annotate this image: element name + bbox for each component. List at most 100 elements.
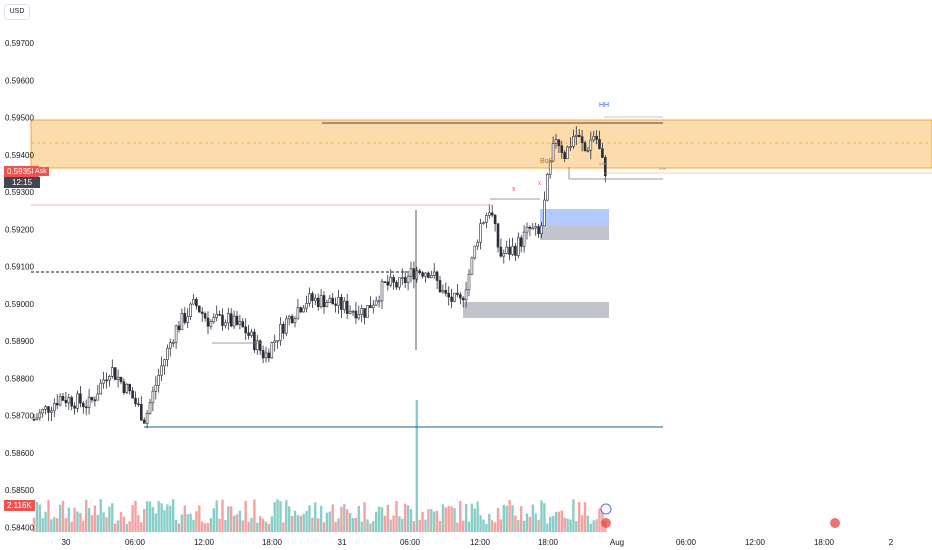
volume-bar <box>131 505 134 532</box>
volume-bar <box>305 511 308 532</box>
candle-down <box>261 350 265 359</box>
volume-bar <box>586 515 590 532</box>
volume-bar <box>61 500 65 532</box>
candle-up <box>102 379 105 384</box>
volume-bar <box>554 511 558 532</box>
volume-bar <box>386 504 389 532</box>
volume-bar <box>322 522 326 532</box>
candle-up <box>296 307 300 320</box>
volume-tag: 2.116K <box>4 500 35 511</box>
volume-bar <box>102 512 105 532</box>
currency-button[interactable]: USD <box>4 4 30 20</box>
price-tick-label: 0.59400 <box>5 151 34 160</box>
candle-down <box>203 313 207 319</box>
volume-bar <box>290 515 294 532</box>
volume-bar <box>450 506 453 532</box>
volume-bar <box>47 499 50 532</box>
candle-up <box>548 160 552 175</box>
volume-bar <box>302 513 305 532</box>
volume-bar <box>273 502 276 532</box>
candle-up <box>264 352 268 359</box>
volume-bar <box>517 520 520 532</box>
time-tick-label: 31 <box>338 538 347 547</box>
candle-up <box>389 277 393 286</box>
candle-up <box>325 302 329 308</box>
candle-up <box>545 174 549 201</box>
candle-up <box>250 331 253 336</box>
candle-up <box>511 245 514 255</box>
volume-bar <box>343 504 346 532</box>
candle-down <box>267 352 271 359</box>
candle-up <box>470 257 474 275</box>
candle-up <box>279 323 282 341</box>
candle-up <box>148 402 152 414</box>
candle-down <box>560 145 564 153</box>
candle-up <box>87 396 91 408</box>
candle-down <box>64 399 68 404</box>
candle-down <box>450 296 453 302</box>
volume-bar <box>488 513 491 532</box>
volume-bar <box>485 523 488 532</box>
order-block-grey <box>463 302 609 318</box>
volume-bar <box>189 513 192 532</box>
volume-bar <box>221 499 224 532</box>
volume-bar <box>270 516 273 532</box>
candle-up <box>572 136 575 147</box>
candle-up <box>586 150 590 152</box>
candle-down <box>47 406 50 413</box>
candle-down <box>218 314 221 316</box>
candle-down <box>461 297 465 301</box>
volume-bar <box>395 500 398 532</box>
idm-label: IDM <box>599 161 606 166</box>
candle-down <box>229 313 233 327</box>
volume-bar <box>401 518 404 532</box>
volume-bar <box>253 499 256 532</box>
candle-down <box>447 292 451 298</box>
volume-bar <box>409 509 413 532</box>
volume-bar <box>96 515 99 532</box>
volume-bar <box>163 510 166 532</box>
volume-bar <box>215 500 218 532</box>
volume-bar <box>293 510 297 532</box>
candle-down <box>354 310 358 319</box>
volume-bar <box>380 507 384 532</box>
candle-up <box>374 300 378 306</box>
volume-bar <box>99 499 102 532</box>
ask-label: Ask <box>33 167 49 176</box>
volume-bar <box>348 512 352 532</box>
volume-bar <box>311 517 314 532</box>
time-tick-label: 18:00 <box>538 538 559 547</box>
volume-bar <box>111 503 114 532</box>
candle-up <box>554 139 558 144</box>
candle-down <box>603 157 607 177</box>
volume-bar <box>218 518 221 532</box>
candle-up <box>366 305 369 318</box>
candle-down <box>563 152 567 159</box>
volume-bar <box>230 506 233 532</box>
volume-bar <box>404 503 407 532</box>
candle-up <box>540 225 543 235</box>
candle-up <box>116 376 120 380</box>
volume-bar <box>464 503 468 532</box>
candle-up <box>360 308 364 315</box>
hh-label: HH <box>599 102 609 109</box>
volume-bar <box>198 505 201 532</box>
candle-up <box>209 321 213 327</box>
volume-bar <box>479 515 482 532</box>
volume-bar <box>357 505 360 532</box>
volume-bar <box>90 515 94 532</box>
volume-bar <box>522 520 526 532</box>
volume-bar <box>70 521 73 532</box>
volume-bar <box>491 520 494 532</box>
volume-bar <box>160 503 163 532</box>
volume-bar <box>569 519 572 532</box>
candle-down <box>345 300 349 314</box>
candle-down <box>403 277 407 283</box>
volume-bar <box>128 521 131 532</box>
volume-bar <box>383 515 387 532</box>
volume-bar <box>398 516 401 532</box>
volume-bar <box>53 516 56 532</box>
candle-down <box>557 139 561 147</box>
candle-down <box>496 223 500 248</box>
